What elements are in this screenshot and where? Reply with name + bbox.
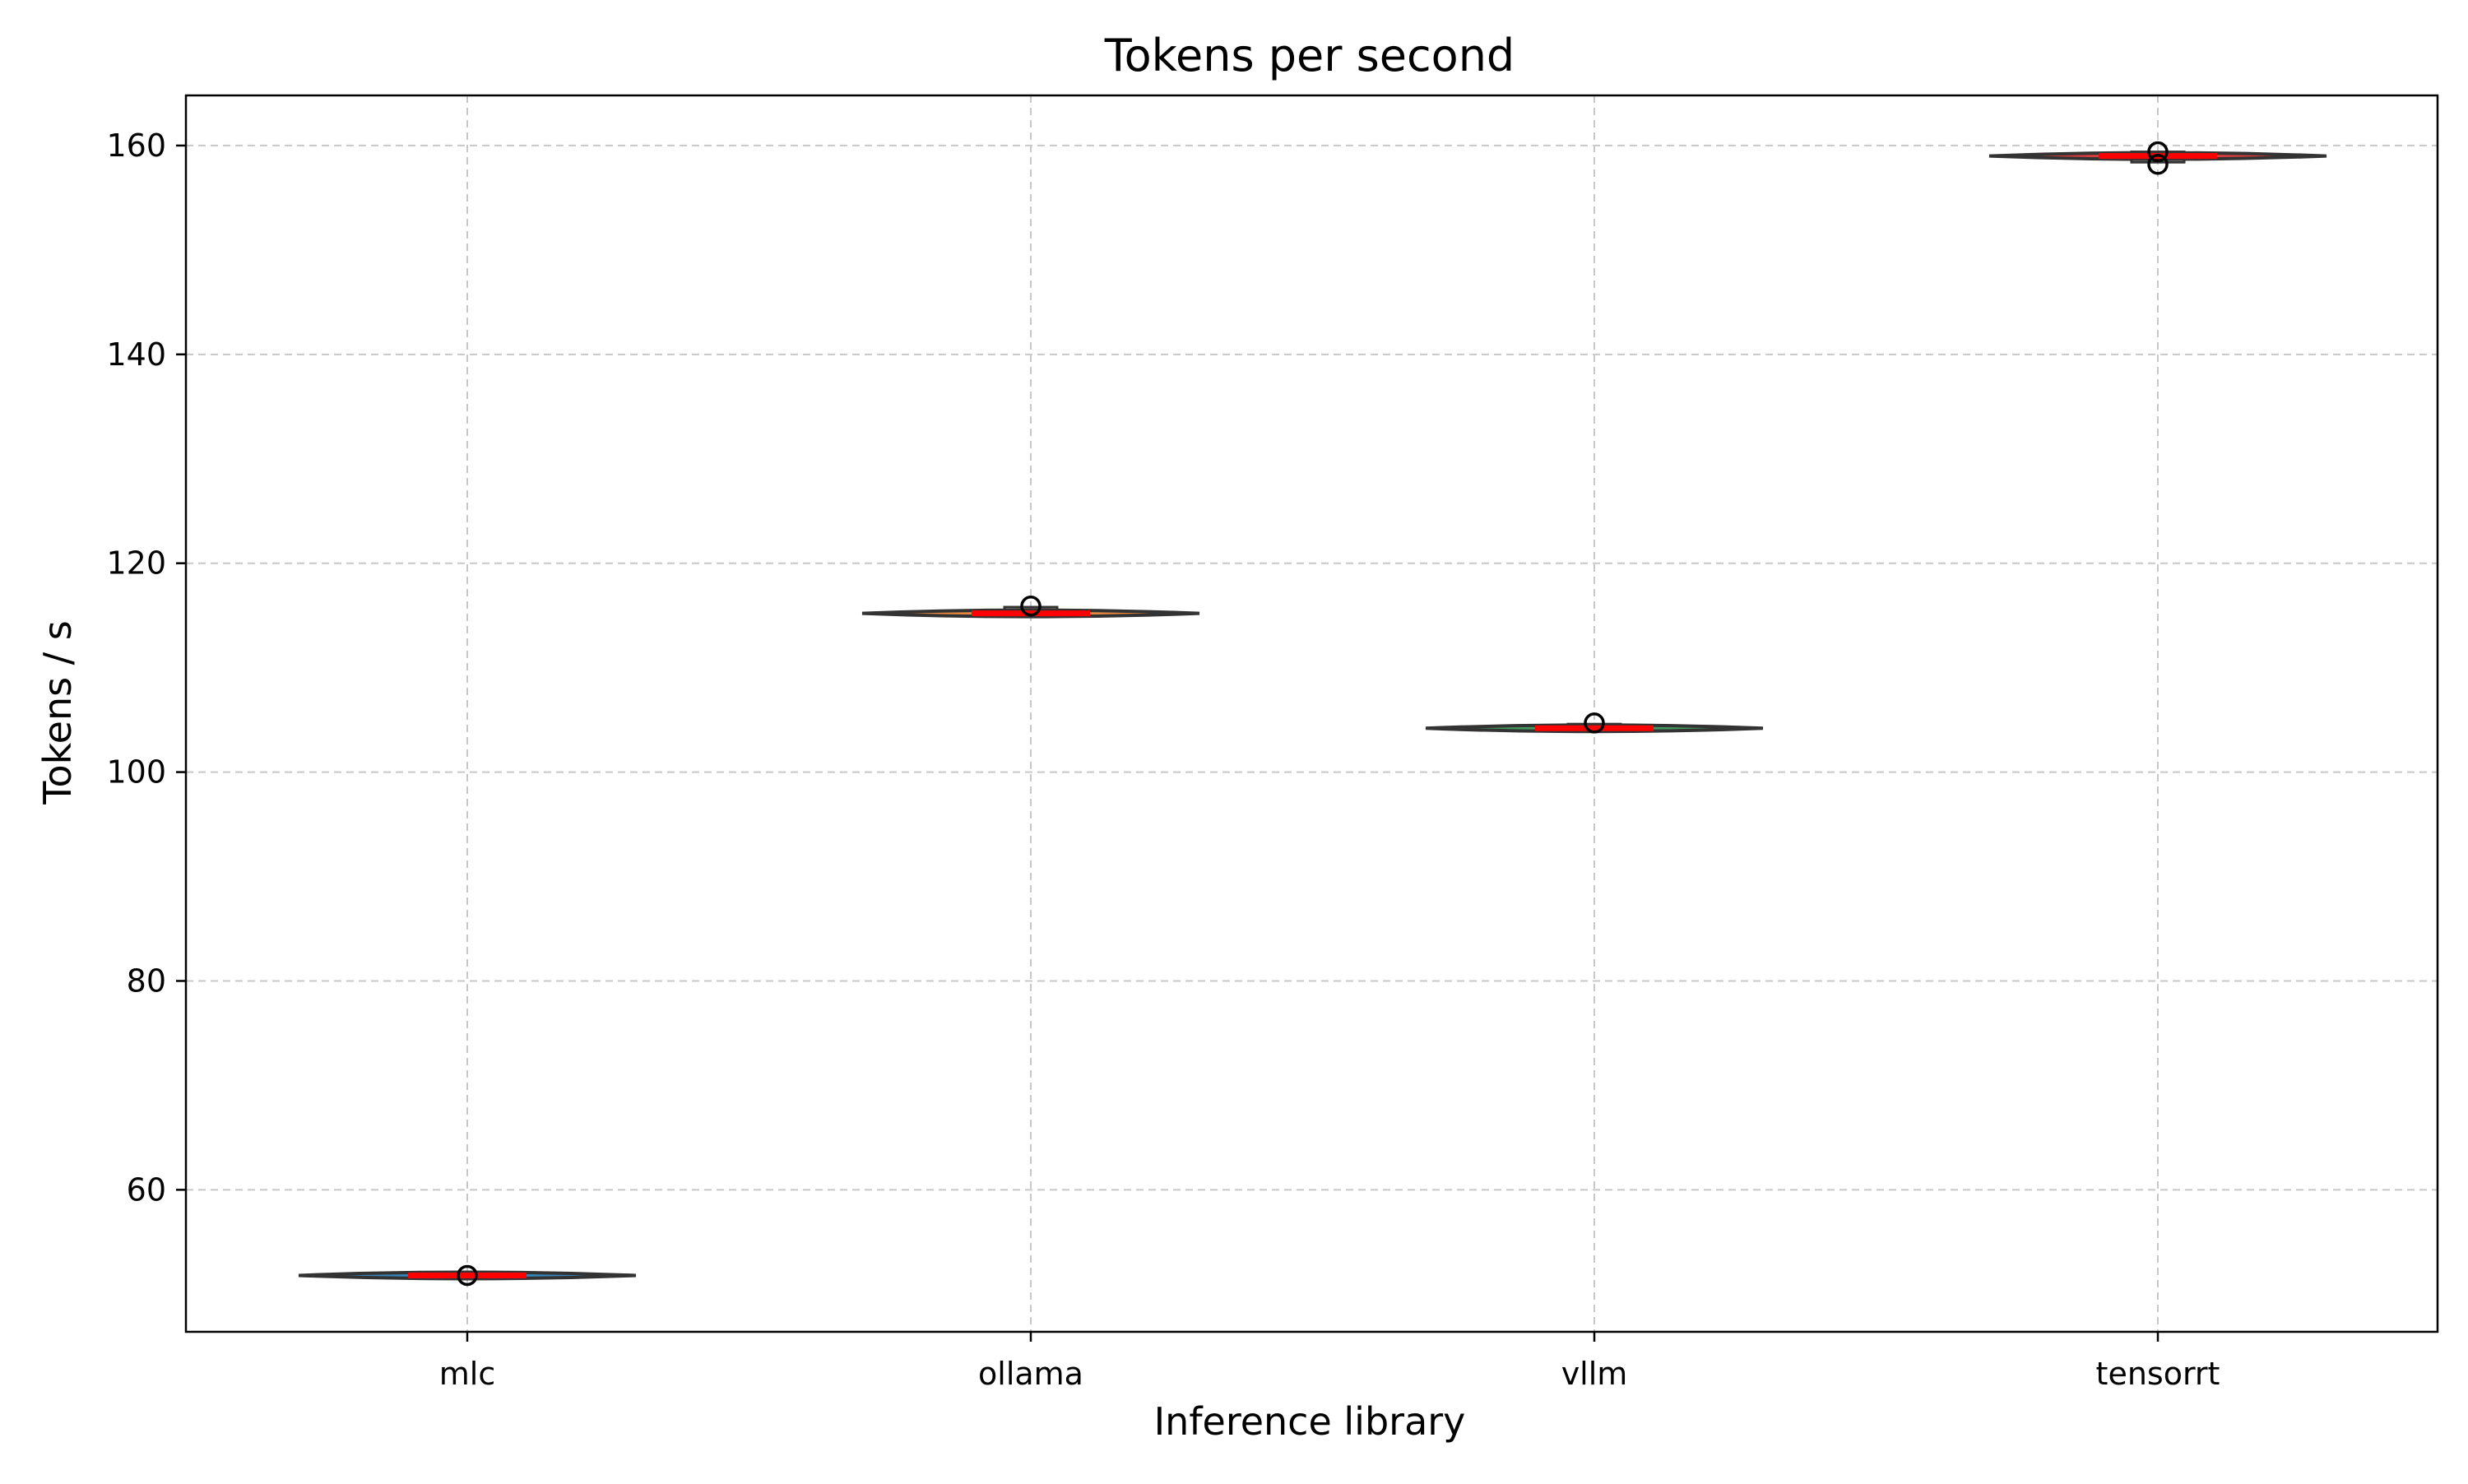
y-tick-label: 140 [106,336,166,373]
outlier-point [1584,712,1605,734]
outlier-point [457,1264,478,1287]
chart-title: Tokens per second [1104,30,1515,81]
violin-ollama [861,595,1200,619]
outlier-point [2147,154,2169,175]
violin-tensorrt [1988,141,2327,175]
outlier-point [2147,141,2169,163]
x-tick-label: mlc [439,1356,495,1392]
y-tick-label: 160 [106,128,166,164]
x-axis-label: Inference library [1154,1399,1466,1444]
y-tick-label: 60 [127,1171,166,1208]
y-tick-label: 120 [106,545,166,582]
outlier-point [1020,595,1041,617]
x-tick-label: vllm [1561,1356,1628,1392]
plot-frame [184,94,2439,1333]
violin-vllm [1425,712,1764,734]
x-tick-label: ollama [978,1356,1083,1392]
violin-layer [298,141,2327,1287]
grid-layer [186,95,2438,1332]
y-tick-label: 100 [106,754,166,791]
y-tick-label: 80 [127,962,166,999]
x-tick-label: tensorrt [2096,1356,2220,1392]
y-axis-label: Tokens / s [35,620,80,805]
tick-layer: 60 80 100 120 140 160 mlc ollama vllm tensorrt [106,128,2220,1392]
violin-mlc [298,1264,637,1287]
